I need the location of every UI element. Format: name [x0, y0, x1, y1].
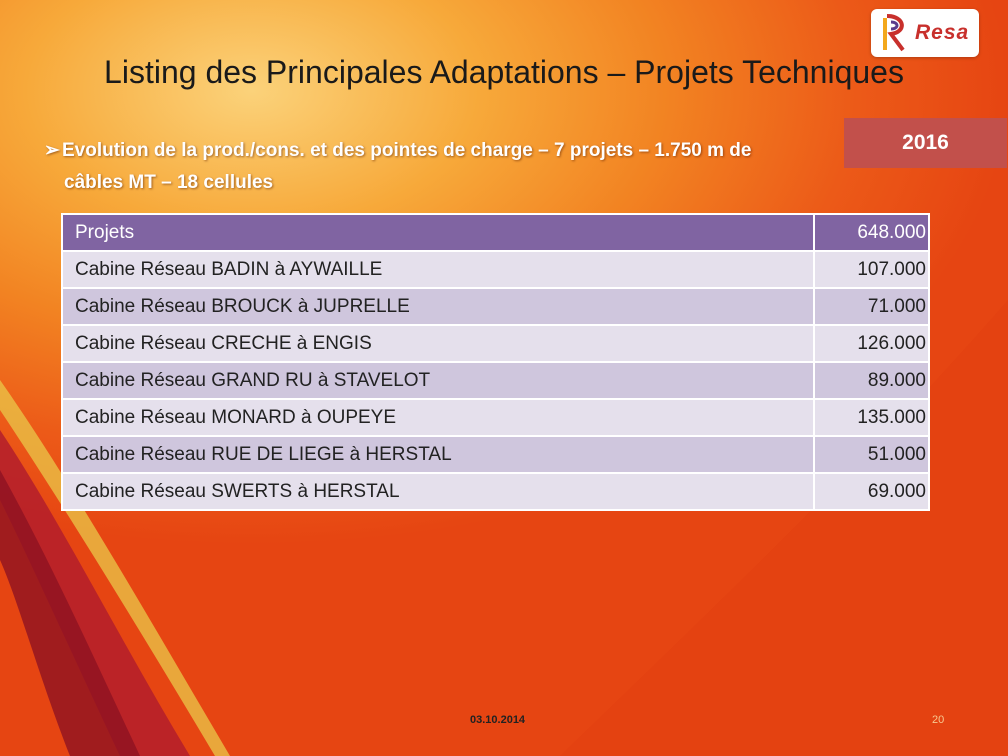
table-row: Cabine Réseau RUE DE LIEGE à HERSTAL 51.…	[61, 435, 930, 474]
row-value: 51.000	[813, 435, 930, 474]
table-row: Cabine Réseau BADIN à AYWAILLE 107.000	[61, 250, 930, 289]
bullet-line-1-text: Evolution de la prod./cons. et des point…	[62, 140, 752, 161]
row-label: Cabine Réseau CRECHE à ENGIS	[61, 324, 815, 363]
table-row: Cabine Réseau MONARD à OUPEYE 135.000	[61, 398, 930, 437]
table-row: Cabine Réseau SWERTS à HERSTAL 69.000	[61, 472, 930, 511]
resa-logo-mark-icon	[883, 14, 905, 52]
bullet-text: ➢ Evolution de la prod./cons. et des poin…	[44, 135, 824, 199]
projects-table: Projets 648.000 Cabine Réseau BADIN à AY…	[61, 213, 930, 511]
row-label: Cabine Réseau BROUCK à JUPRELLE	[61, 287, 815, 326]
table-row: Cabine Réseau CRECHE à ENGIS 126.000	[61, 324, 930, 363]
table-row: Cabine Réseau GRAND RU à STAVELOT 89.000	[61, 361, 930, 400]
logo-text: Resa	[915, 21, 970, 44]
row-value: 89.000	[813, 361, 930, 400]
row-label: Cabine Réseau RUE DE LIEGE à HERSTAL	[61, 435, 815, 474]
row-value: 69.000	[813, 472, 930, 511]
row-label: Cabine Réseau BADIN à AYWAILLE	[61, 250, 815, 289]
header-value: 648.000	[813, 213, 930, 252]
header-label: Projets	[61, 213, 815, 252]
row-label: Cabine Réseau SWERTS à HERSTAL	[61, 472, 815, 511]
arrow-bullet-icon: ➢	[44, 140, 60, 161]
row-value: 135.000	[813, 398, 930, 437]
footer-date: 03.10.2014	[470, 714, 526, 726]
row-value: 107.000	[813, 250, 930, 289]
table-header-row: Projets 648.000	[61, 213, 930, 252]
bullet-line-2: câbles MT – 18 cellules	[64, 172, 274, 193]
resa-logo: Resa	[871, 9, 979, 57]
row-value: 71.000	[813, 287, 930, 326]
row-label: Cabine Réseau MONARD à OUPEYE	[61, 398, 815, 437]
bullet-line-1: ➢ Evolution de la prod./cons. et des poin…	[44, 135, 824, 167]
page-number: 20	[932, 714, 945, 726]
table-row: Cabine Réseau BROUCK à JUPRELLE 71.000	[61, 287, 930, 326]
row-label: Cabine Réseau GRAND RU à STAVELOT	[61, 361, 815, 400]
row-value: 126.000	[813, 324, 930, 363]
slide-title: Listing des Principales Adaptations – Pr…	[104, 54, 904, 90]
year-box: 2016	[844, 118, 1007, 168]
